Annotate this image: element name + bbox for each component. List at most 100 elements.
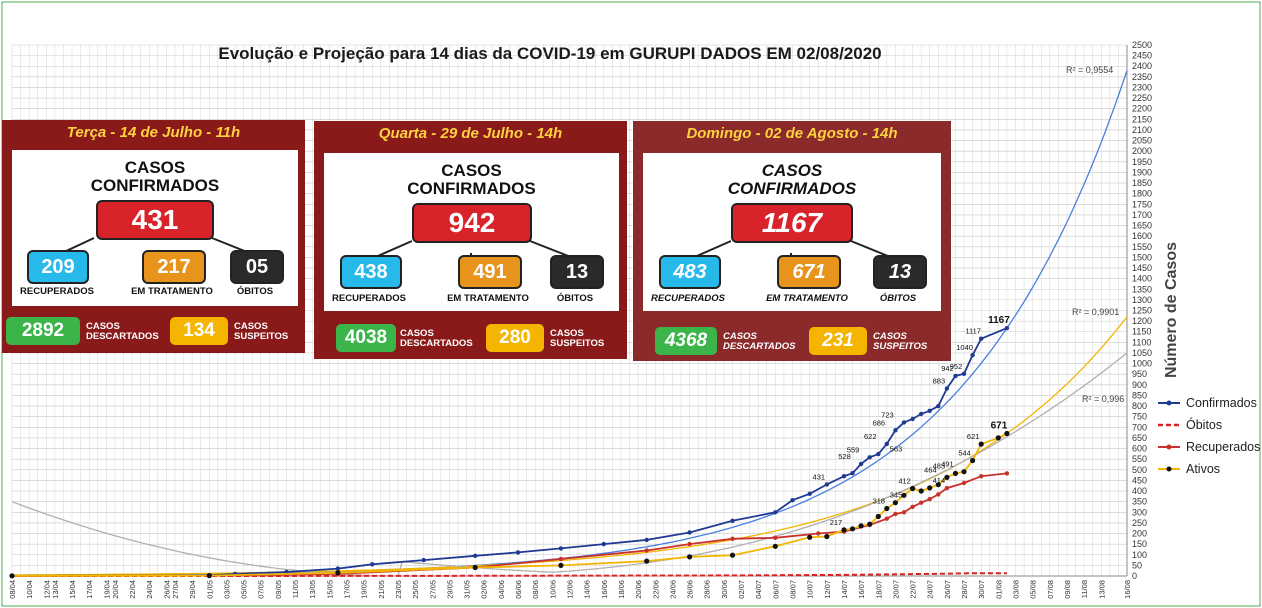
tratamento-label: EM TRATAMENTO: [766, 293, 848, 304]
suspeitos-value: 134: [170, 317, 228, 345]
x-tick-label: 09/05: [274, 580, 283, 599]
y-tick-label: 1150: [1132, 327, 1151, 337]
x-tick-label: 19/05: [360, 580, 369, 599]
tratamento-label: EM TRATAMENTO: [447, 293, 529, 304]
data-point-recuperados: [644, 548, 649, 553]
x-tick-label: 22/07: [909, 580, 918, 599]
bulletin-title: Terça - 14 de Julho - 11h: [66, 124, 241, 141]
x-tick-label: 20/06: [634, 580, 643, 599]
total-confirmados: 1167: [731, 203, 853, 243]
data-point-ativos: [944, 474, 950, 480]
y-tick-label: 1950: [1132, 157, 1152, 167]
x-tick-label: 16/07: [857, 580, 866, 599]
tratamento-label: EM TRATAMENTO: [131, 286, 213, 297]
casos-label: CASOS: [124, 158, 186, 177]
data-point-ativos: [687, 554, 693, 560]
y-tick-label: 2000: [1132, 146, 1152, 156]
data-point-recuperados: [558, 556, 564, 562]
data-point-confirmados: [884, 441, 889, 447]
series-line-confirmados: [11, 327, 1008, 577]
casos-label: CASOS: [761, 161, 823, 180]
y-tick-label: 1650: [1132, 221, 1152, 231]
x-tick-label: 09/08: [1063, 580, 1072, 599]
y-tick-label: 750: [1132, 412, 1147, 422]
y-tick-label: 1400: [1132, 274, 1152, 284]
y-tick-label: 1000: [1132, 359, 1152, 369]
data-point-confirmados: [841, 474, 847, 479]
y-tick-label: 1850: [1132, 178, 1152, 188]
data-point-ativos: [9, 573, 15, 579]
y-tick-label: 950: [1132, 369, 1147, 379]
y-tick-label: 1750: [1132, 199, 1152, 209]
total-confirmados: 942: [412, 203, 532, 243]
legend-swatch: [1158, 466, 1180, 472]
data-point-confirmados: [919, 411, 924, 417]
data-point-confirmados: [867, 455, 872, 460]
y-tick-label: 1350: [1132, 284, 1152, 294]
data-point-confirmados: [515, 550, 521, 555]
x-tick-label: 23/05: [394, 580, 403, 599]
y-tick-label: 900: [1132, 380, 1147, 390]
x-tick-label: 06/07: [771, 580, 780, 599]
data-point-ativos: [875, 513, 881, 520]
suspeitos-value: 280: [486, 324, 544, 352]
data-point-confirmados: [370, 562, 375, 567]
data-point-confirmados: [953, 373, 958, 379]
data-point-confirmados: [473, 553, 478, 558]
y-tick-label: 1600: [1132, 231, 1152, 241]
x-tick-label: 19/04: [102, 580, 111, 599]
data-label: 671: [991, 420, 1008, 431]
data-label: 1167: [988, 315, 1010, 326]
data-point-ativos: [206, 573, 212, 579]
x-tick-label: 03/05: [222, 580, 231, 599]
y-tick-label: 1450: [1132, 263, 1152, 273]
data-point-recuperados: [961, 480, 967, 486]
data-point-ativos: [772, 543, 778, 549]
data-point-confirmados: [601, 541, 606, 547]
obitos-value: 13: [873, 255, 927, 289]
y-tick-label: 1200: [1132, 316, 1152, 326]
data-point-ativos: [849, 526, 856, 532]
recuperados-value: 438: [340, 255, 402, 289]
recuperados-value: 483: [659, 255, 721, 289]
data-label: 559: [847, 445, 860, 454]
data-point-confirmados: [961, 371, 967, 376]
y-tick-label: 600: [1132, 444, 1147, 454]
data-point-ativos: [910, 485, 916, 492]
bulletin-card: CASOS CONFIRMADOS 1167 483 671 13 RECUPE…: [643, 153, 941, 311]
y-tick-label: 2200: [1132, 104, 1152, 114]
data-point-recuperados: [730, 536, 735, 541]
y-tick-label: 250: [1132, 518, 1147, 528]
recuperados-label: RECUPERADOS: [651, 293, 725, 304]
data-label: 686: [873, 418, 886, 427]
x-tick-label: 30/06: [720, 580, 729, 599]
descartados-value: 4368: [655, 327, 717, 355]
x-tick-label: 07/08: [1046, 580, 1055, 599]
y-tick-label: 300: [1132, 507, 1147, 517]
data-point-ativos: [867, 521, 873, 527]
legend-swatch: [1158, 400, 1180, 406]
x-tick-label: 08/04: [8, 580, 17, 599]
y-tick-label: 450: [1132, 475, 1147, 485]
x-tick-label: 06/06: [514, 580, 523, 599]
data-point-recuperados: [979, 474, 984, 479]
data-point-recuperados: [1004, 471, 1010, 476]
data-point-ativos: [729, 552, 736, 558]
x-tick-label: 14/07: [840, 580, 849, 599]
y-tick-label: 1050: [1132, 348, 1152, 358]
bulletin-panel-1: Terça - 14 de Julho - 11h CASOS CONFIRMA…: [2, 120, 305, 353]
data-point-recuperados: [884, 516, 889, 521]
x-tick-label: 24/07: [926, 580, 935, 599]
data-point-confirmados: [850, 471, 855, 476]
obitos-label: ÓBITOS: [556, 293, 594, 304]
data-point-ativos: [335, 570, 341, 576]
y-tick-label: 50: [1132, 560, 1142, 570]
total-confirmados: 431: [96, 200, 214, 240]
data-point-recuperados: [816, 531, 821, 536]
legend-label: Recuperados: [1186, 440, 1261, 454]
suspeitos-value: 231: [809, 327, 867, 355]
legend-label: Óbitos: [1186, 418, 1223, 432]
x-tick-label: 26/07: [943, 580, 952, 599]
data-point-recuperados: [901, 510, 907, 515]
